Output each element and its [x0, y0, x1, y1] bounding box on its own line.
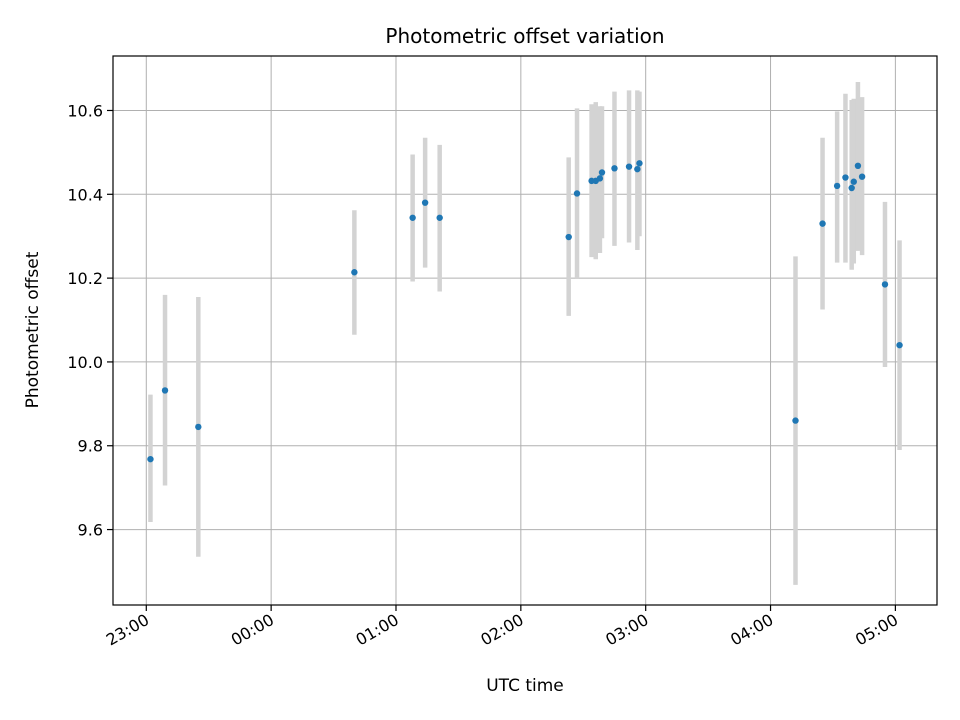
data-point — [854, 162, 862, 169]
data-point — [573, 190, 581, 197]
y-tick-label: 10.4 — [67, 185, 103, 204]
x-axis-label: UTC time — [486, 676, 564, 696]
data-point — [598, 169, 606, 176]
data-point — [833, 182, 841, 190]
data-point — [858, 173, 866, 180]
data-point — [195, 423, 202, 431]
data-point — [147, 455, 154, 463]
data-point — [436, 214, 443, 221]
data-point — [596, 175, 604, 182]
chart-title: Photometric offset variation — [385, 24, 664, 48]
data-point — [161, 387, 169, 394]
y-tick-label: 9.6 — [78, 521, 103, 540]
data-point — [636, 160, 643, 167]
data-point — [850, 178, 857, 185]
plot-frame — [112, 55, 938, 606]
data-points — [147, 160, 903, 463]
data-point — [881, 281, 889, 288]
data-point — [611, 165, 618, 172]
y-tick-label: 10.6 — [67, 101, 103, 120]
y-tick-label: 10.2 — [67, 269, 103, 288]
data-point — [634, 165, 641, 173]
data-point — [792, 417, 799, 424]
y-axis-label: Photometric offset — [23, 251, 43, 408]
data-point — [565, 233, 572, 241]
data-point — [421, 199, 429, 206]
data-point — [351, 269, 358, 276]
data-point — [896, 341, 903, 349]
y-axis: 9.6 9.8 10.0 10.2 10.4 10.6 — [67, 101, 113, 540]
grid — [113, 56, 937, 605]
data-point — [819, 220, 826, 227]
y-tick-label: 9.8 — [78, 437, 103, 456]
data-point — [409, 214, 416, 221]
data-point — [848, 184, 855, 192]
data-point — [625, 163, 633, 170]
data-point — [842, 174, 849, 181]
y-tick-label: 10.0 — [67, 353, 103, 372]
